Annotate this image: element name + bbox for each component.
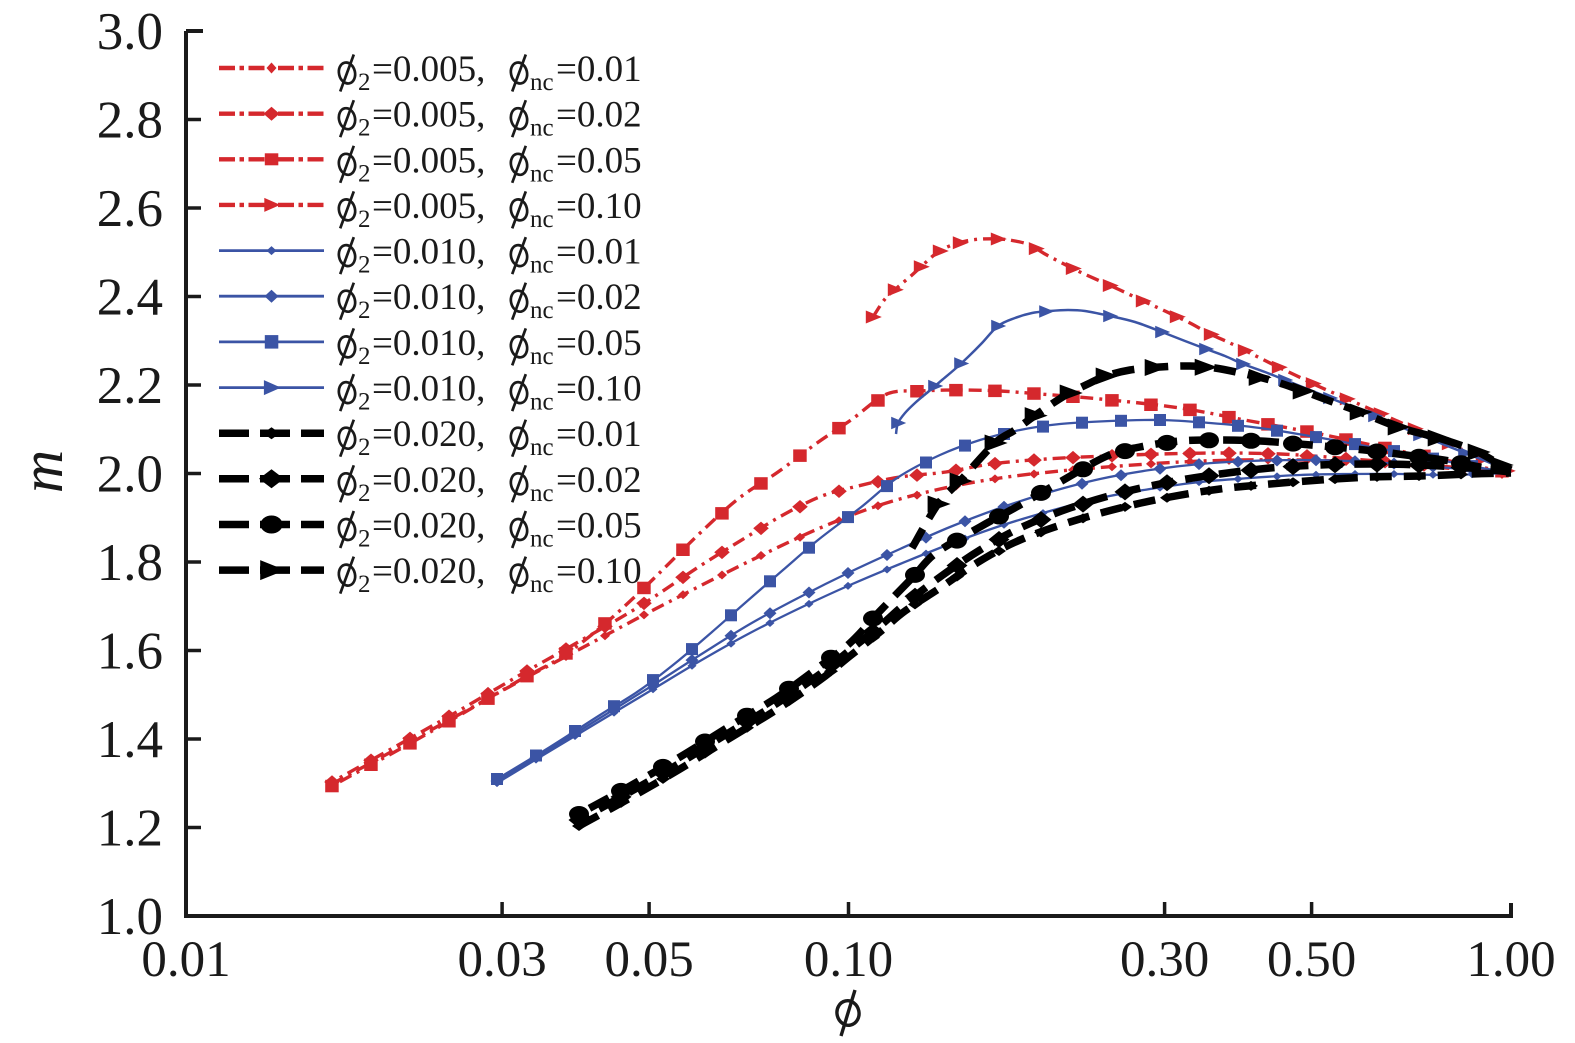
svg-text:=0.010,: =0.010, [372, 232, 485, 273]
svg-text:=0.010,: =0.010, [372, 323, 485, 364]
svg-text:=0.020,: =0.020, [372, 414, 485, 455]
svg-text:2.8: 2.8 [97, 92, 163, 150]
svg-text:nc: nc [530, 343, 554, 370]
svg-text:nc: nc [530, 69, 554, 96]
svg-text:1.8: 1.8 [97, 534, 163, 592]
svg-text:=0.010,: =0.010, [372, 277, 485, 318]
svg-text:nc: nc [530, 389, 554, 416]
svg-text:2.4: 2.4 [97, 269, 163, 327]
svg-text:2: 2 [358, 480, 371, 507]
svg-text:=0.02: =0.02 [556, 277, 642, 318]
svg-text:=0.005,: =0.005, [372, 49, 485, 90]
svg-text:=0.01: =0.01 [556, 414, 642, 455]
svg-text:=0.005,: =0.005, [372, 186, 485, 227]
svg-text:nc: nc [530, 297, 554, 324]
svg-text:nc: nc [530, 252, 554, 279]
svg-text:=0.05: =0.05 [556, 506, 642, 547]
svg-text:=0.020,: =0.020, [372, 460, 485, 501]
svg-text:0.10: 0.10 [804, 932, 893, 988]
svg-text:nc: nc [530, 206, 554, 233]
svg-text:2.0: 2.0 [97, 446, 163, 504]
svg-text:1.6: 1.6 [97, 623, 163, 681]
svg-text:0.30: 0.30 [1120, 932, 1209, 988]
svg-text:nc: nc [530, 526, 554, 553]
svg-text:2: 2 [358, 434, 371, 461]
svg-text:0.01: 0.01 [141, 932, 230, 988]
svg-text:0.05: 0.05 [604, 932, 693, 988]
svg-text:2: 2 [358, 160, 371, 187]
svg-text:2: 2 [358, 571, 371, 598]
svg-text:1.0: 1.0 [97, 888, 163, 946]
svg-text:=0.10: =0.10 [556, 369, 642, 410]
svg-text:=0.05: =0.05 [556, 140, 642, 181]
svg-text:2: 2 [358, 297, 371, 324]
svg-text:1.00: 1.00 [1466, 932, 1555, 988]
svg-text:0.03: 0.03 [457, 932, 546, 988]
svg-text:=0.10: =0.10 [556, 186, 642, 227]
svg-text:=0.05: =0.05 [556, 323, 642, 364]
svg-text:nc: nc [530, 115, 554, 142]
svg-text:=0.005,: =0.005, [372, 140, 485, 181]
svg-text:=0.10: =0.10 [556, 551, 642, 592]
svg-text:nc: nc [530, 480, 554, 507]
svg-text:m: m [9, 450, 75, 493]
svg-text:=0.020,: =0.020, [372, 506, 485, 547]
svg-text:1.4: 1.4 [97, 711, 163, 769]
svg-text:0.50: 0.50 [1267, 932, 1356, 988]
svg-text:2: 2 [358, 526, 371, 553]
svg-text:2.6: 2.6 [97, 180, 163, 238]
svg-text:2.2: 2.2 [97, 357, 163, 415]
svg-text:=0.010,: =0.010, [372, 369, 485, 410]
svg-text:2: 2 [358, 69, 371, 96]
svg-text:=0.02: =0.02 [556, 95, 642, 136]
svg-text:nc: nc [530, 160, 554, 187]
svg-text:2: 2 [358, 115, 371, 142]
svg-text:1.2: 1.2 [97, 800, 163, 858]
svg-text:2: 2 [358, 206, 371, 233]
svg-text:=0.01: =0.01 [556, 49, 642, 90]
svg-text:3.0: 3.0 [97, 3, 163, 61]
svg-text:=0.01: =0.01 [556, 232, 642, 273]
svg-text:2: 2 [358, 343, 371, 370]
svg-text:nc: nc [530, 434, 554, 461]
svg-text:nc: nc [530, 571, 554, 598]
svg-text:=0.005,: =0.005, [372, 95, 485, 136]
svg-text:=0.020,: =0.020, [372, 551, 485, 592]
svg-text:=0.02: =0.02 [556, 460, 642, 501]
svg-text:2: 2 [358, 252, 371, 279]
svg-text:2: 2 [358, 389, 371, 416]
